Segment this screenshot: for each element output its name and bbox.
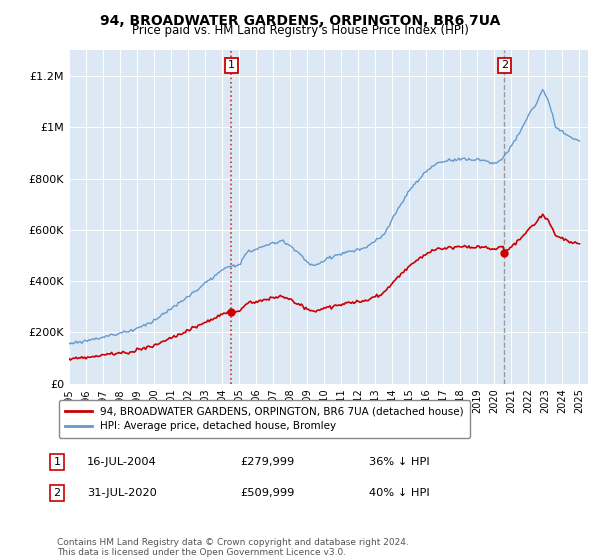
Text: Price paid vs. HM Land Registry's House Price Index (HPI): Price paid vs. HM Land Registry's House … bbox=[131, 24, 469, 37]
Text: £509,999: £509,999 bbox=[240, 488, 295, 498]
Text: 31-JUL-2020: 31-JUL-2020 bbox=[87, 488, 157, 498]
Text: 16-JUL-2004: 16-JUL-2004 bbox=[87, 457, 157, 467]
Legend: 94, BROADWATER GARDENS, ORPINGTON, BR6 7UA (detached house), HPI: Average price,: 94, BROADWATER GARDENS, ORPINGTON, BR6 7… bbox=[59, 400, 470, 438]
Text: 2: 2 bbox=[53, 488, 61, 498]
Text: 1: 1 bbox=[228, 60, 235, 71]
Text: 1: 1 bbox=[53, 457, 61, 467]
Text: 40% ↓ HPI: 40% ↓ HPI bbox=[369, 488, 430, 498]
Text: 2: 2 bbox=[501, 60, 508, 71]
Text: Contains HM Land Registry data © Crown copyright and database right 2024.
This d: Contains HM Land Registry data © Crown c… bbox=[57, 538, 409, 557]
Text: 94, BROADWATER GARDENS, ORPINGTON, BR6 7UA: 94, BROADWATER GARDENS, ORPINGTON, BR6 7… bbox=[100, 14, 500, 28]
Text: 36% ↓ HPI: 36% ↓ HPI bbox=[369, 457, 430, 467]
Text: £279,999: £279,999 bbox=[240, 457, 294, 467]
